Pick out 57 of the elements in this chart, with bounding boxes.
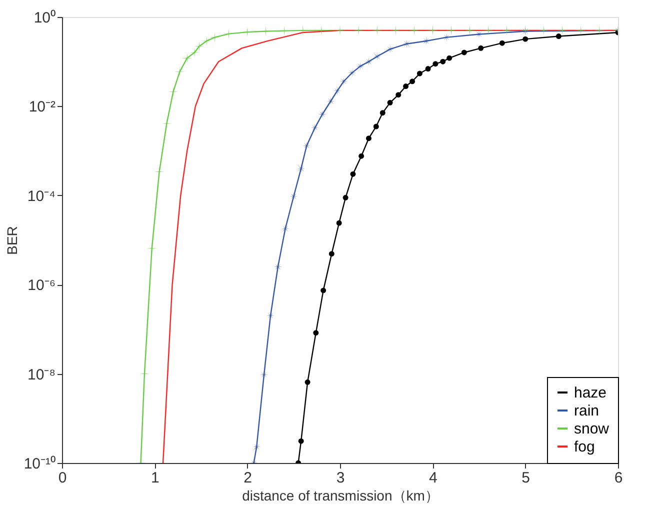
point	[333, 86, 342, 96]
x-tick-label: 6	[614, 470, 623, 486]
point	[425, 66, 431, 72]
point	[364, 57, 373, 66]
point	[387, 100, 393, 106]
point	[373, 124, 379, 130]
point	[320, 288, 326, 294]
point	[326, 96, 335, 106]
y-tick-label: 10⁻⁴	[27, 188, 56, 205]
point	[281, 224, 290, 233]
legend-label: fog	[574, 438, 595, 456]
legend-label: snow	[574, 420, 610, 438]
point	[461, 50, 467, 56]
point	[298, 438, 304, 444]
legend-label: haze	[574, 384, 607, 402]
y-tick-label: 10⁻⁶	[28, 277, 56, 294]
point	[478, 45, 484, 51]
x-tick-label: 5	[522, 470, 530, 486]
point	[289, 192, 298, 201]
point	[350, 171, 356, 177]
point	[304, 379, 310, 385]
point	[446, 55, 452, 61]
point	[380, 110, 386, 116]
point	[174, 66, 185, 78]
point	[499, 40, 505, 46]
x-tick-label: 0	[58, 470, 67, 486]
point	[396, 92, 402, 98]
point	[356, 62, 365, 70]
point	[318, 110, 327, 118]
y-axis-title: BER	[4, 226, 20, 255]
y-tick-label: 10⁻¹⁰	[24, 456, 56, 472]
point	[556, 34, 562, 39]
point	[358, 153, 364, 159]
point	[432, 61, 438, 67]
x-tick-label: 3	[336, 470, 345, 486]
y-tick-label: 10⁰	[34, 10, 56, 26]
point	[416, 70, 422, 76]
x-tick-label: 4	[428, 470, 438, 486]
point	[440, 58, 446, 64]
point	[336, 220, 342, 226]
point	[522, 36, 528, 42]
y-tick-label: 10⁻²	[28, 98, 56, 116]
x-tick-label: 1	[150, 470, 160, 486]
x-tick-label: 2	[244, 470, 252, 486]
point	[313, 330, 319, 336]
x-axis-title: distance of transmission（km）	[242, 488, 439, 504]
point	[410, 78, 416, 84]
point	[340, 77, 348, 86]
point	[302, 142, 311, 150]
point	[194, 41, 204, 52]
y-tick-label: 10⁻⁸	[27, 366, 56, 384]
legend-label: rain	[574, 402, 600, 420]
point	[168, 86, 178, 98]
point	[403, 84, 409, 89]
point	[342, 194, 348, 200]
point	[328, 251, 334, 257]
point	[366, 136, 372, 142]
